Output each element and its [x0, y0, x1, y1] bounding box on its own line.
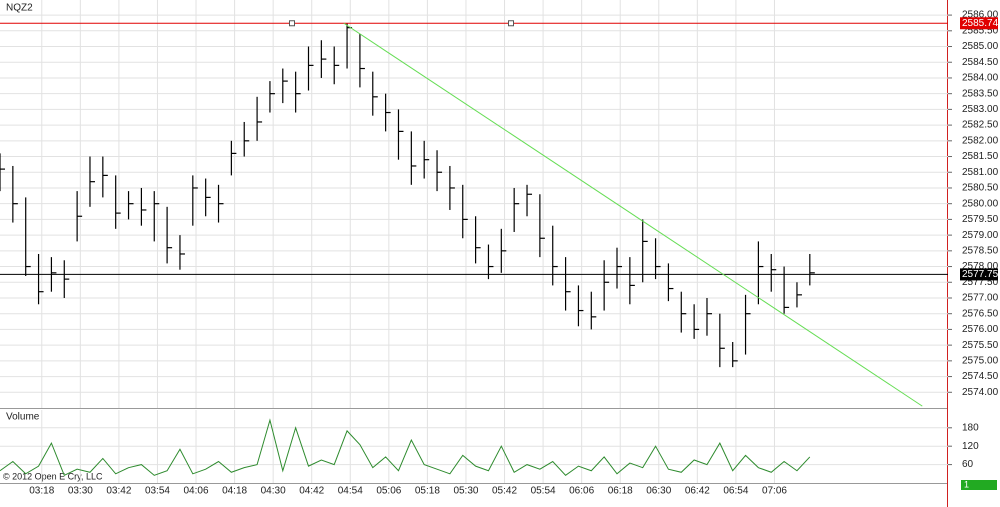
- y-tick-label: 2578.00: [962, 261, 999, 272]
- status-box: [961, 480, 997, 490]
- y-tick-label: 2581.50: [962, 151, 999, 162]
- x-tick-label: 03:18: [29, 486, 54, 497]
- y-tick-label: 2576.00: [962, 324, 999, 335]
- symbol-title: NQZ2: [6, 3, 33, 14]
- x-tick-label: 04:06: [184, 486, 209, 497]
- x-tick-label: 05:54: [531, 486, 556, 497]
- x-tick-label: 04:42: [299, 486, 324, 497]
- x-tick-label: 06:18: [608, 486, 633, 497]
- x-tick-label: 06:42: [685, 486, 710, 497]
- y-tick-label: 2579.50: [962, 214, 999, 225]
- x-tick-label: 05:42: [492, 486, 517, 497]
- y-tick-label: 2577.00: [962, 293, 999, 304]
- price-line-box: [960, 268, 998, 281]
- line-handle: [508, 20, 514, 27]
- y-tick-label: 2584.50: [962, 57, 999, 68]
- y-tick-label: 2575.00: [962, 355, 999, 366]
- y-tick-label: 2579.00: [962, 230, 999, 241]
- x-tick-label: 03:30: [68, 486, 93, 497]
- x-tick-label: 04:54: [338, 486, 363, 497]
- x-tick-label: 06:30: [646, 486, 671, 497]
- y-tick-label: 2586.00: [962, 10, 999, 21]
- y-tick-label: 120: [962, 441, 979, 452]
- trendline: [343, 22, 923, 407]
- volume-title: Volume: [6, 412, 40, 423]
- y-tick-label: 2582.00: [962, 135, 999, 146]
- x-tick-label: 03:54: [145, 486, 170, 497]
- y-tick-label: 2582.50: [962, 120, 999, 131]
- price-line-box: [960, 17, 998, 30]
- y-tick-label: 2577.50: [962, 277, 999, 288]
- copyright: © 2012 Open E Cry, LLC: [3, 471, 103, 481]
- volume-line: [0, 418, 811, 477]
- line-handle: [289, 20, 295, 27]
- x-tick-label: 07:06: [762, 486, 787, 497]
- y-tick-label: 2574.50: [962, 371, 999, 382]
- price-line-label: 2577.75: [962, 269, 999, 280]
- y-tick-label: 2575.50: [962, 340, 999, 351]
- x-tick-label: 04:18: [222, 486, 247, 497]
- y-tick-label: 2576.50: [962, 308, 999, 319]
- y-tick-label: 2583.50: [962, 88, 999, 99]
- x-tick-label: 05:06: [376, 486, 401, 497]
- y-tick-label: 2574.00: [962, 387, 999, 398]
- x-tick-label: 06:54: [723, 486, 748, 497]
- y-tick-label: 2578.50: [962, 245, 999, 256]
- x-tick-label: 06:06: [569, 486, 594, 497]
- y-tick-label: 2581.00: [962, 167, 999, 178]
- y-tick-label: 180: [962, 422, 979, 433]
- y-tick-label: 2585.50: [962, 25, 999, 36]
- y-tick-label: 2580.50: [962, 183, 999, 194]
- x-tick-label: 05:30: [453, 486, 478, 497]
- x-tick-label: 05:18: [415, 486, 440, 497]
- y-tick-label: 2580.00: [962, 198, 999, 209]
- y-tick-label: 2585.00: [962, 41, 999, 52]
- y-tick-label: 60: [962, 459, 974, 470]
- status-text: 1: [964, 479, 969, 489]
- x-tick-label: 03:42: [106, 486, 131, 497]
- x-tick-label: 04:30: [261, 486, 286, 497]
- y-tick-label: 2584.00: [962, 73, 999, 84]
- price-line-label: 2585.74: [962, 18, 999, 29]
- y-tick-label: 2583.00: [962, 104, 999, 115]
